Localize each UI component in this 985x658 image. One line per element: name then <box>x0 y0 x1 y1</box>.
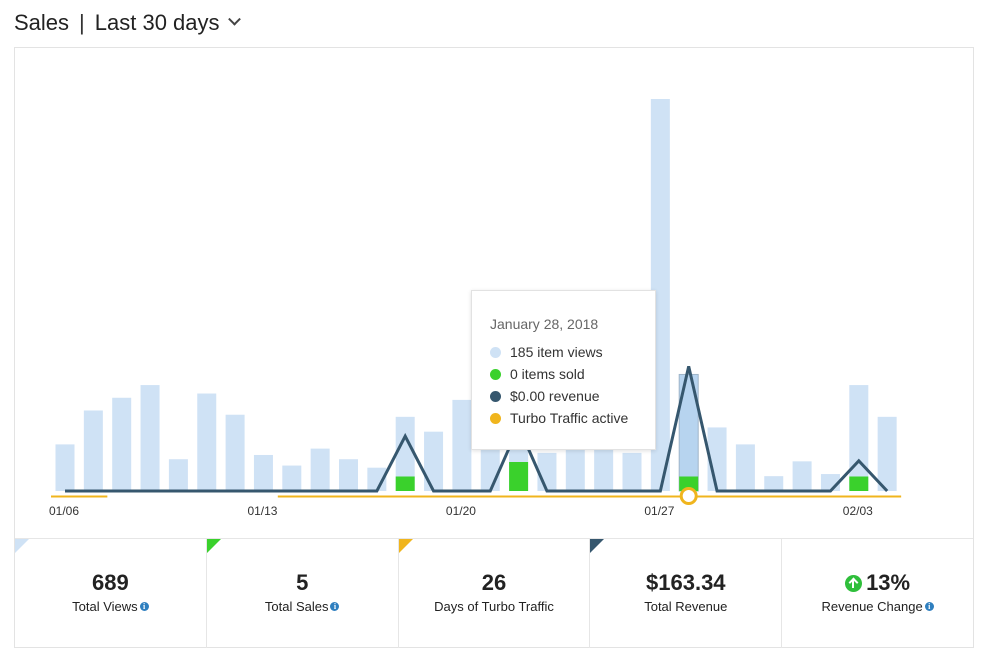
page-title: Sales <box>14 10 70 35</box>
turbo-corner-marker <box>398 539 413 553</box>
stat-label-row: Total Views i <box>15 599 206 614</box>
sold-bar <box>849 476 869 491</box>
stat-value: 26 <box>481 570 507 595</box>
page-header: Sales | Last 30 days <box>14 8 241 38</box>
stat-label: Total Views <box>72 599 138 614</box>
tooltip-revenue: $0.00 revenue <box>510 388 600 404</box>
views-bar <box>537 452 557 491</box>
tooltip-views: 185 item views <box>510 344 603 360</box>
stat-turbo-days: 26 Days of Turbo Traffic <box>398 539 591 648</box>
x-tick-label: 01/13 <box>247 504 277 518</box>
sold-bar <box>509 462 529 491</box>
sold-bar <box>395 476 415 491</box>
stat-revenue-change: 13% Revenue Change i <box>782 539 973 648</box>
views-corner-marker <box>15 539 29 553</box>
tooltip-date: January 28, 2018 <box>490 316 599 332</box>
tooltip-sold-row: 0 items sold <box>490 366 637 382</box>
title-separator: | <box>79 10 85 35</box>
revenue-line <box>65 365 889 493</box>
views-bar <box>849 385 869 491</box>
stat-value: $163.34 <box>646 570 726 595</box>
x-tick-label: 01/06 <box>49 504 79 518</box>
views-bar <box>83 410 103 491</box>
turbo-legend-dot <box>490 412 501 424</box>
views-bar <box>225 414 245 491</box>
revenue-corner-marker <box>590 539 605 553</box>
stat-value: 689 <box>92 570 129 595</box>
sales-corner-marker <box>206 539 221 553</box>
sold-legend-dot <box>490 368 501 380</box>
x-tick-label: 01/20 <box>446 504 476 518</box>
sales-chart: 01/06 01/13 01/20 01/27 02/03 January 28, 20… <box>15 48 973 538</box>
views-bar <box>792 461 812 491</box>
views-bar <box>197 393 217 491</box>
stat-label: Days of Turbo Traffic <box>434 599 554 614</box>
views-bar <box>877 416 897 491</box>
tooltip-turbo-row: Turbo Traffic active <box>490 410 637 426</box>
stat-label: Total Sales <box>264 599 329 614</box>
views-bar <box>424 431 444 491</box>
views-bar <box>367 467 387 491</box>
stat-value: 13% <box>866 570 911 595</box>
chart-svg: 01/06 01/13 01/20 01/27 02/03 <box>49 99 902 518</box>
views-bar <box>735 444 755 491</box>
date-range-label: Last 30 days <box>94 10 220 35</box>
views-bar <box>140 385 160 491</box>
views-bar <box>395 416 415 491</box>
tooltip-sold: 0 items sold <box>510 366 585 382</box>
stat-label: Revenue Change <box>821 599 923 614</box>
sales-panel: 01/06 01/13 01/20 01/27 02/03 January 28, 20… <box>14 47 974 648</box>
stat-label-row: Days of Turbo Traffic <box>399 599 590 614</box>
stats-row: 689 Total Views i 5 Total Sales i 26 Day… <box>15 538 973 648</box>
views-bar <box>764 476 784 491</box>
stat-label: Total Revenue <box>644 599 728 614</box>
tooltip-views-row: 185 item views <box>490 344 637 360</box>
views-bar <box>282 465 302 491</box>
views-bar <box>310 448 330 491</box>
stat-label-row: Total Revenue <box>590 599 781 614</box>
views-bar <box>168 459 188 491</box>
tooltip-turbo: Turbo Traffic active <box>510 410 629 426</box>
views-bar <box>480 448 500 491</box>
stat-label-row: Revenue Change i <box>782 599 973 614</box>
views-legend-dot <box>490 346 501 358</box>
info-icon[interactable]: i <box>139 602 149 611</box>
chevron-down-icon <box>227 12 241 26</box>
views-bar <box>112 397 132 491</box>
stat-value: 5 <box>296 570 309 595</box>
highlight-point <box>679 487 698 505</box>
revenue-legend-dot <box>490 390 501 402</box>
x-tick-label: 01/27 <box>644 504 674 518</box>
info-icon[interactable]: i <box>330 602 340 611</box>
stat-total-views: 689 Total Views i <box>15 539 207 648</box>
views-bar <box>622 452 642 491</box>
sold-bar <box>679 476 699 491</box>
stat-total-sales: 5 Total Sales i <box>206 539 399 648</box>
chart-tooltip: January 28, 2018 185 item views 0 items … <box>471 290 656 450</box>
views-bar <box>253 454 273 491</box>
views-bar <box>339 459 358 491</box>
arrow-up-circle-icon <box>845 574 863 592</box>
stat-total-revenue: $163.34 Total Revenue <box>590 539 783 648</box>
date-range-dropdown[interactable]: Last 30 days <box>94 10 241 36</box>
views-bar <box>452 399 472 491</box>
x-tick-label: 02/03 <box>843 504 873 518</box>
views-bar <box>55 444 75 491</box>
tooltip-revenue-row: $0.00 revenue <box>490 388 637 404</box>
info-icon[interactable]: i <box>924 602 934 611</box>
stat-label-row: Total Sales i <box>207 599 398 614</box>
stat-value-row: 13% <box>782 570 973 596</box>
